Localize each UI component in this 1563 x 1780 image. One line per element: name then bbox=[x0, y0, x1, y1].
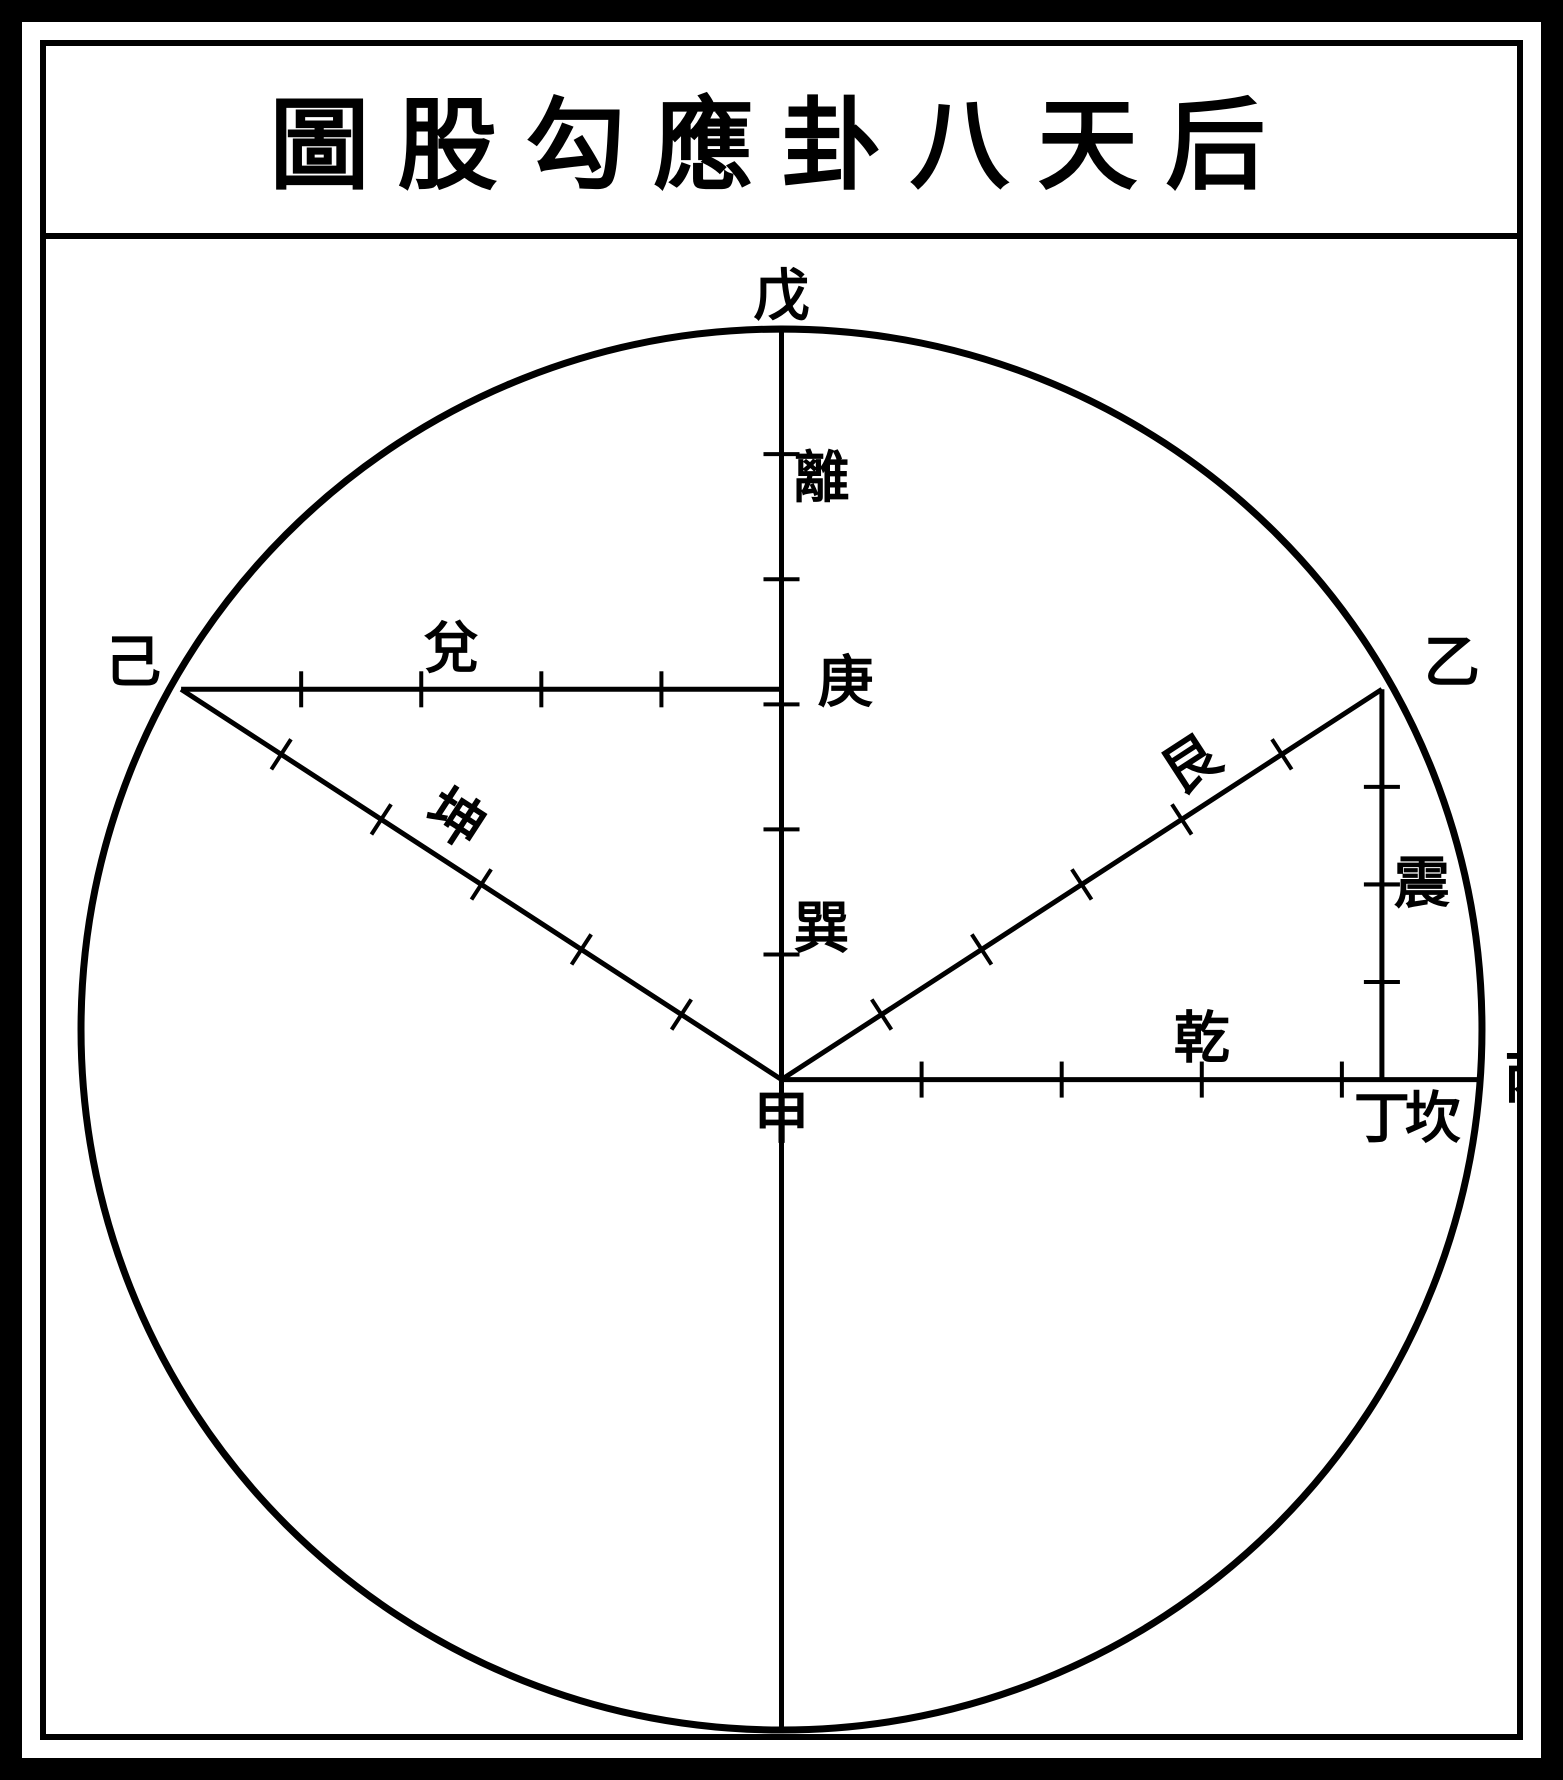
label-dui: 兌 bbox=[423, 618, 479, 680]
point-label-ding: 丁 bbox=[1354, 1089, 1410, 1151]
point-label-geng: 庚 bbox=[818, 652, 874, 714]
label-kan: 坎 bbox=[1405, 1089, 1461, 1151]
label-li: 離 bbox=[794, 448, 850, 510]
label-xun: 巽 bbox=[794, 898, 850, 960]
geometry-svg: 離巽兌坤艮震乾坎戊庚甲乙己丙丁 bbox=[46, 239, 1517, 1780]
tick-mark bbox=[972, 934, 992, 964]
point-label-wu: 戊 bbox=[753, 266, 809, 328]
tick-mark bbox=[1272, 739, 1292, 769]
tick-mark bbox=[471, 869, 491, 899]
diagram-area: 離巽兌坤艮震乾坎戊庚甲乙己丙丁 bbox=[46, 239, 1517, 1780]
point-label-ji: 己 bbox=[105, 632, 161, 694]
label-qian: 乾 bbox=[1174, 1009, 1230, 1071]
tick-mark bbox=[371, 804, 391, 834]
point-label-jia: 甲 bbox=[753, 1089, 809, 1151]
outer-frame: 圖股勾應卦八天后 離巽兌坤艮震乾坎戊庚甲乙己丙丁 bbox=[0, 0, 1563, 1780]
point-label-bing: 丙 bbox=[1504, 1049, 1517, 1111]
tick-mark bbox=[572, 934, 592, 964]
inner-frame: 圖股勾應卦八天后 離巽兌坤艮震乾坎戊庚甲乙己丙丁 bbox=[40, 40, 1523, 1740]
label-zhen: 震 bbox=[1394, 853, 1450, 915]
point-label-yi: 乙 bbox=[1424, 632, 1480, 694]
tick-mark bbox=[1072, 869, 1092, 899]
diagram-title: 圖股勾應卦八天后 bbox=[270, 91, 1294, 202]
tick-mark bbox=[872, 999, 892, 1029]
tick-mark bbox=[672, 999, 692, 1029]
tick-mark bbox=[1172, 804, 1192, 834]
tick-mark bbox=[271, 739, 291, 769]
title-bar: 圖股勾應卦八天后 bbox=[46, 46, 1517, 239]
